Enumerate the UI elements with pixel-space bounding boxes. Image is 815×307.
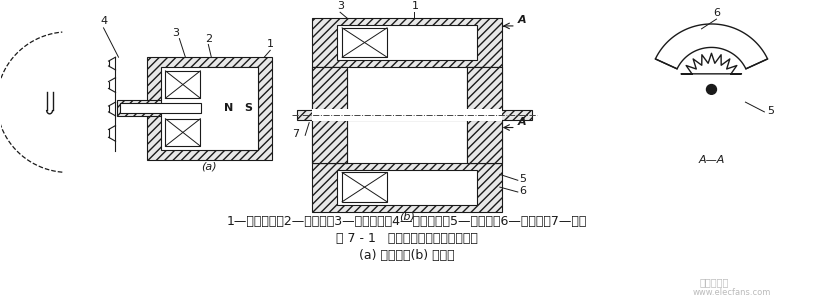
Bar — [165, 119, 200, 146]
Bar — [161, 67, 258, 150]
Text: 1: 1 — [267, 39, 274, 49]
Text: 3: 3 — [337, 1, 344, 11]
Text: A—A: A—A — [698, 155, 725, 165]
Text: A: A — [518, 15, 526, 25]
Bar — [467, 67, 502, 163]
Bar — [148, 57, 272, 160]
Text: 6: 6 — [713, 8, 720, 18]
Bar — [121, 103, 201, 113]
Text: 4: 4 — [100, 16, 107, 26]
Polygon shape — [655, 24, 768, 69]
Bar — [312, 120, 347, 163]
Bar — [312, 67, 347, 163]
Text: 5: 5 — [519, 174, 526, 184]
Text: 2: 2 — [205, 33, 212, 44]
Bar — [297, 110, 532, 120]
Text: 图 7 - 1   变磁通式磁电传感器结构图: 图 7 - 1 变磁通式磁电传感器结构图 — [336, 232, 478, 245]
Bar — [312, 18, 502, 212]
Text: (a): (a) — [201, 161, 217, 172]
Bar — [467, 67, 502, 110]
Bar — [218, 67, 238, 150]
Text: N: N — [223, 103, 233, 113]
Text: (b): (b) — [399, 211, 415, 221]
Text: (a) 开磁路；(b) 闭磁路: (a) 开磁路；(b) 闭磁路 — [359, 249, 455, 262]
Text: 5: 5 — [768, 106, 774, 116]
Text: 电子发烧友: 电子发烧友 — [699, 277, 729, 287]
Text: 3: 3 — [172, 28, 179, 38]
Bar — [312, 109, 502, 121]
Text: www.elecfans.com: www.elecfans.com — [693, 288, 771, 297]
Bar — [337, 25, 477, 60]
Text: 6: 6 — [519, 186, 526, 196]
Bar — [342, 28, 387, 57]
Text: A: A — [518, 117, 526, 126]
Circle shape — [707, 84, 716, 94]
Bar — [312, 18, 502, 67]
Bar — [312, 163, 502, 212]
Text: 7: 7 — [293, 129, 299, 139]
Bar — [165, 71, 200, 98]
Bar — [205, 67, 218, 150]
Text: S: S — [244, 103, 253, 113]
Bar — [342, 173, 387, 202]
Text: 1—永久磁铁；2—软磁铁；3—感应线圈；4—测量齿轮；5—内齿轮；6—外齿轮；7—转轴: 1—永久磁铁；2—软磁铁；3—感应线圈；4—测量齿轮；5—内齿轮；6—外齿轮；7… — [227, 215, 587, 228]
Bar — [117, 100, 205, 116]
Bar — [238, 67, 258, 150]
Bar — [312, 67, 347, 110]
Bar — [337, 169, 477, 205]
Bar — [467, 120, 502, 163]
Text: 1: 1 — [412, 1, 419, 11]
